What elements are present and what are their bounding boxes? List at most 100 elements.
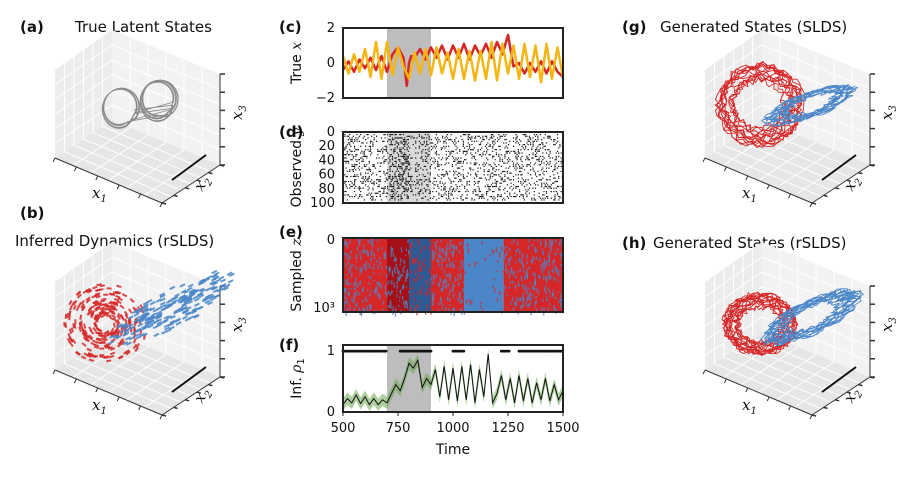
spike — [455, 137, 457, 139]
spike — [357, 187, 359, 189]
x1-tick — [116, 184, 120, 190]
spike — [372, 172, 374, 174]
sample-speck — [419, 300, 421, 303]
flow-arrow-blue — [200, 280, 207, 285]
flow-arrow-blue — [220, 278, 227, 283]
spike — [409, 154, 411, 156]
sample-speck — [388, 305, 390, 309]
y-axis-label: Observed y — [289, 127, 305, 208]
spike — [354, 190, 356, 193]
spike — [393, 152, 395, 154]
sample-speck — [360, 311, 363, 317]
sample-speck — [443, 279, 445, 283]
sample-speck — [505, 253, 507, 257]
spike — [399, 187, 401, 189]
sample-speck — [364, 296, 367, 300]
sample-speck — [428, 278, 431, 281]
spike — [439, 180, 441, 183]
flow-arrow-blue — [127, 315, 134, 320]
spike — [544, 184, 546, 186]
spike — [424, 165, 427, 168]
spike — [410, 185, 412, 188]
spike — [420, 142, 422, 144]
sample-speck — [350, 239, 352, 241]
spike — [390, 184, 392, 186]
spike — [528, 182, 530, 184]
flow-arrow-blue — [209, 280, 216, 286]
spike — [401, 177, 403, 179]
sample-speck — [400, 247, 403, 253]
spike — [410, 167, 412, 169]
sample-speck — [515, 260, 517, 264]
sample-speck — [459, 274, 462, 280]
spike — [472, 155, 474, 157]
sample-speck — [374, 309, 376, 312]
spike — [517, 174, 519, 176]
spike — [493, 167, 495, 169]
spike — [428, 180, 430, 183]
spike — [407, 139, 409, 141]
spike — [490, 172, 493, 174]
spike — [501, 177, 504, 179]
sample-speck — [468, 263, 471, 267]
spike — [554, 165, 556, 168]
spike — [344, 149, 346, 151]
spike — [380, 137, 383, 139]
spike — [371, 135, 373, 137]
sample-speck — [367, 251, 370, 257]
spike — [477, 167, 479, 169]
spike — [467, 135, 469, 137]
spike — [352, 170, 354, 173]
sample-speck — [344, 241, 346, 246]
spike — [422, 160, 424, 162]
spike — [450, 182, 452, 184]
spike — [407, 182, 409, 184]
spike — [530, 165, 532, 168]
spike — [510, 185, 512, 188]
flow-arrow-red — [115, 290, 122, 295]
sample-speck — [534, 272, 536, 277]
sample-speck — [453, 248, 455, 254]
flow-arrow-blue — [199, 288, 206, 293]
sample-speck — [544, 287, 546, 292]
sample-speck — [353, 284, 355, 287]
spike — [500, 135, 502, 137]
spike — [530, 137, 532, 139]
flow-arrow-blue — [141, 316, 147, 322]
flow-arrow-red — [109, 331, 115, 337]
spike — [434, 147, 436, 149]
flow-arrow-blue — [159, 292, 166, 297]
spike — [421, 150, 423, 152]
spike — [453, 187, 455, 189]
flow-arrow-red — [69, 341, 74, 348]
spike — [515, 134, 517, 136]
spike — [467, 172, 469, 174]
sample-speck — [541, 248, 544, 254]
spike — [383, 170, 385, 173]
sample-speck — [386, 282, 388, 286]
spike — [505, 152, 507, 154]
spike — [554, 169, 556, 171]
flow-arrow-blue — [198, 287, 205, 292]
spike — [503, 134, 505, 136]
sample-speck — [534, 246, 536, 252]
spike — [499, 160, 501, 162]
spike — [548, 149, 550, 151]
scale-bar — [821, 154, 857, 181]
x1-tick — [95, 175, 99, 181]
sample-speck — [557, 280, 559, 283]
spike — [368, 177, 370, 179]
sample-speck — [407, 250, 410, 255]
sample-speck — [345, 252, 348, 259]
sample-speck — [377, 238, 379, 242]
spike — [489, 185, 491, 188]
spike — [427, 154, 429, 156]
spike — [404, 145, 406, 147]
spike — [385, 195, 387, 198]
spike — [558, 195, 560, 198]
spike — [462, 150, 464, 152]
sample-speck — [359, 292, 361, 296]
sample-speck — [358, 238, 360, 243]
spike — [393, 187, 395, 189]
spike — [350, 150, 352, 152]
